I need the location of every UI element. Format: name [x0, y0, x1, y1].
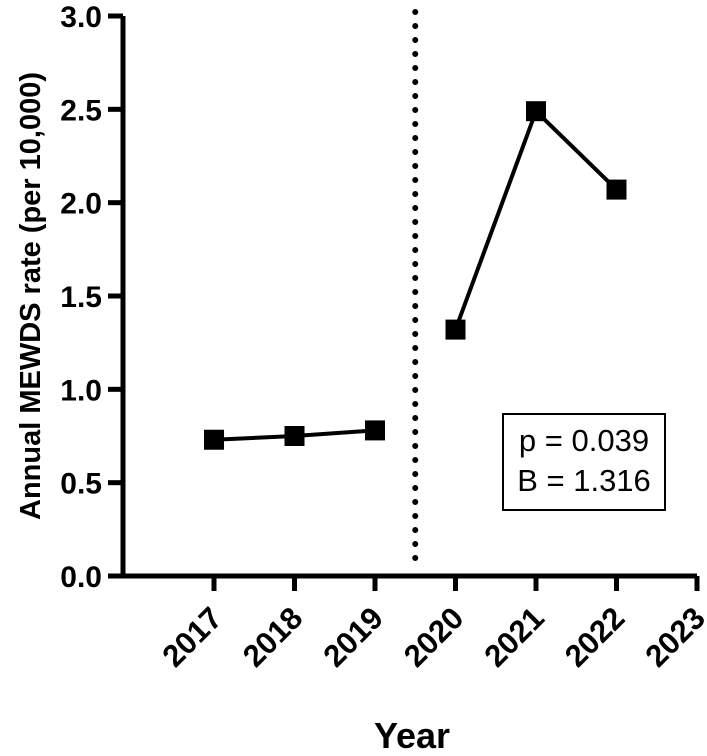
x-tick-label: 2023 [638, 600, 707, 674]
data-point [284, 426, 305, 446]
y-tick-label: 2.0 [60, 188, 102, 221]
x-tick-label: 2021 [477, 600, 551, 674]
y-tick-label: 1.5 [60, 281, 102, 314]
data-point [445, 319, 466, 340]
data-point [365, 420, 385, 441]
y-ticks: 0.0 0.5 1.0 1.5 2.0 2.5 3.0 [60, 1, 123, 594]
y-axis: 0.0 0.5 1.0 1.5 2.0 2.5 3.0 [60, 1, 126, 594]
y-tick-label: 3.0 [60, 1, 102, 34]
y-tick-label: 1.0 [60, 374, 102, 407]
data-point [526, 101, 546, 122]
x-tick-label: 2022 [558, 600, 632, 674]
y-tick-label: 0.5 [60, 468, 102, 501]
annotation-frame [502, 413, 666, 511]
x-tick-label: 2017 [155, 600, 229, 674]
data-point [606, 179, 627, 200]
series-line-post [453, 107, 618, 331]
x-axis-title: Year [374, 715, 450, 756]
x-ticks: 2017 2018 2019 2020 2021 2022 2023 [155, 576, 707, 674]
y-axis-title: Annual MEWDS rate (per 10,000) [15, 72, 47, 520]
x-axis: 2017 2018 2019 2020 2021 2022 2023 [121, 573, 707, 674]
annotation-box: p = 0.039 B = 1.316 [502, 413, 666, 511]
series-group [204, 101, 627, 450]
x-tick-label: 2020 [397, 600, 471, 674]
annotation-line-b: B = 1.316 [517, 463, 651, 498]
y-tick-label: 2.5 [60, 94, 102, 127]
annotation-line-p: p = 0.039 [519, 423, 649, 458]
x-tick-label: 2019 [316, 600, 390, 674]
x-tick-label: 2018 [236, 600, 310, 674]
data-point [204, 429, 224, 450]
y-tick-label: 0.0 [60, 561, 102, 594]
